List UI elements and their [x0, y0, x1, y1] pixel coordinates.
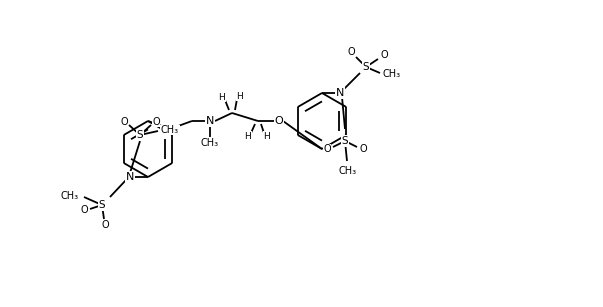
Text: O: O: [380, 50, 388, 60]
Text: S: S: [137, 130, 144, 140]
Text: N: N: [206, 116, 214, 126]
Text: N: N: [336, 88, 344, 98]
Text: CH₃: CH₃: [339, 166, 357, 176]
Text: S: S: [362, 62, 369, 72]
Text: O: O: [359, 144, 367, 154]
Text: S: S: [99, 200, 106, 210]
Text: H: H: [219, 92, 226, 102]
Text: O: O: [152, 117, 160, 127]
Text: O: O: [274, 116, 283, 126]
Text: H: H: [245, 131, 251, 141]
Text: O: O: [323, 144, 331, 154]
Text: CH₃: CH₃: [61, 191, 79, 201]
Text: O: O: [347, 47, 355, 57]
Text: CH₃: CH₃: [201, 138, 219, 148]
Text: S: S: [342, 136, 349, 146]
Text: N: N: [126, 172, 134, 182]
Text: H: H: [236, 91, 244, 100]
Text: CH₃: CH₃: [161, 125, 179, 135]
Text: O: O: [80, 205, 88, 215]
Text: O: O: [120, 117, 128, 127]
Text: CH₃: CH₃: [383, 69, 401, 79]
Text: O: O: [101, 220, 109, 230]
Text: H: H: [264, 131, 270, 141]
